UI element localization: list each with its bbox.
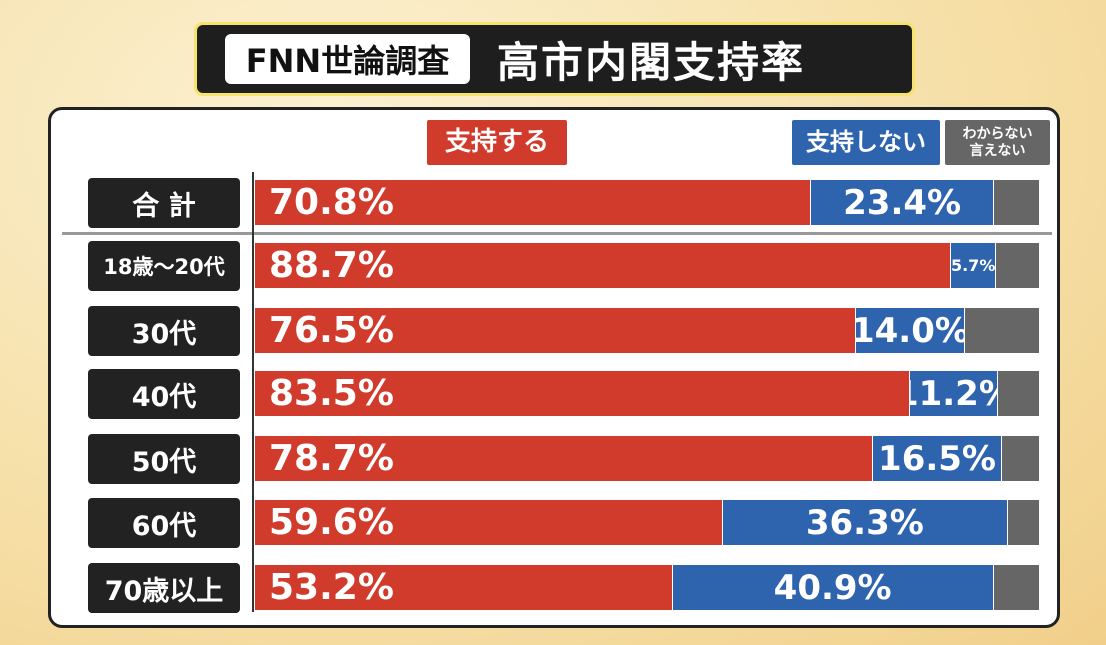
value-label: 78.7%: [269, 438, 394, 479]
bar-segment: [993, 564, 1039, 610]
legend-entry: わからない 言えない: [945, 120, 1050, 165]
value-label: 5.7%: [951, 256, 996, 275]
bar-segment: 40.9%: [672, 564, 993, 610]
divider: [62, 232, 1052, 235]
category-label: 60代: [88, 498, 240, 548]
bar-segment: 11.2%: [910, 370, 998, 416]
category-label: 30代: [88, 306, 240, 356]
value-label: 53.2%: [269, 567, 394, 608]
value-label: 16.5%: [878, 438, 997, 479]
category-label: 合 計: [88, 178, 240, 228]
bar-segment: [965, 307, 1039, 353]
bar-segment: 16.5%: [872, 435, 1002, 481]
bar-segment: 14.0%: [855, 307, 965, 353]
bar-segment: 78.7%: [255, 435, 872, 481]
bar-segment: 59.6%: [255, 499, 722, 545]
category-label: 50代: [88, 434, 240, 484]
bar-segment: [996, 242, 1039, 288]
value-label: 76.5%: [269, 310, 394, 351]
bar-segment: 23.4%: [810, 179, 994, 225]
value-label: 36.3%: [805, 502, 924, 543]
bar-segment: 36.3%: [722, 499, 1007, 545]
chart-title: 高市内閣支持率: [497, 37, 806, 87]
bar-segment: [1007, 499, 1039, 545]
value-label: 83.5%: [269, 373, 394, 414]
bar-segment: [994, 179, 1039, 225]
value-label: 88.7%: [269, 245, 394, 286]
value-label: 23.4%: [843, 182, 962, 223]
bar-segment: 83.5%: [255, 370, 910, 416]
title-tag: FNN世論調査: [225, 34, 470, 84]
value-label: 40.9%: [773, 567, 892, 608]
bar-segment: 88.7%: [255, 242, 951, 288]
category-label: 70歳以上: [88, 563, 240, 613]
bar-segment: 76.5%: [255, 307, 855, 353]
category-label: 40代: [88, 369, 240, 419]
bar-segment: [998, 370, 1039, 416]
category-label: 18歳～20代: [88, 241, 240, 291]
value-label: 11.2%: [910, 373, 997, 414]
legend-entry: 支持する: [427, 120, 567, 165]
bar-segment: 5.7%: [951, 242, 996, 288]
value-label: 70.8%: [269, 182, 394, 223]
bar-segment: [1002, 435, 1039, 481]
legend-entry: 支持しない: [792, 120, 940, 165]
value-label: 59.6%: [269, 502, 394, 543]
axis-line: [252, 172, 254, 612]
bar-segment: 70.8%: [255, 179, 810, 225]
bar-segment: 53.2%: [255, 564, 672, 610]
value-label: 14.0%: [855, 310, 965, 351]
header: FNN世論調査 高市内閣支持率: [197, 25, 912, 93]
